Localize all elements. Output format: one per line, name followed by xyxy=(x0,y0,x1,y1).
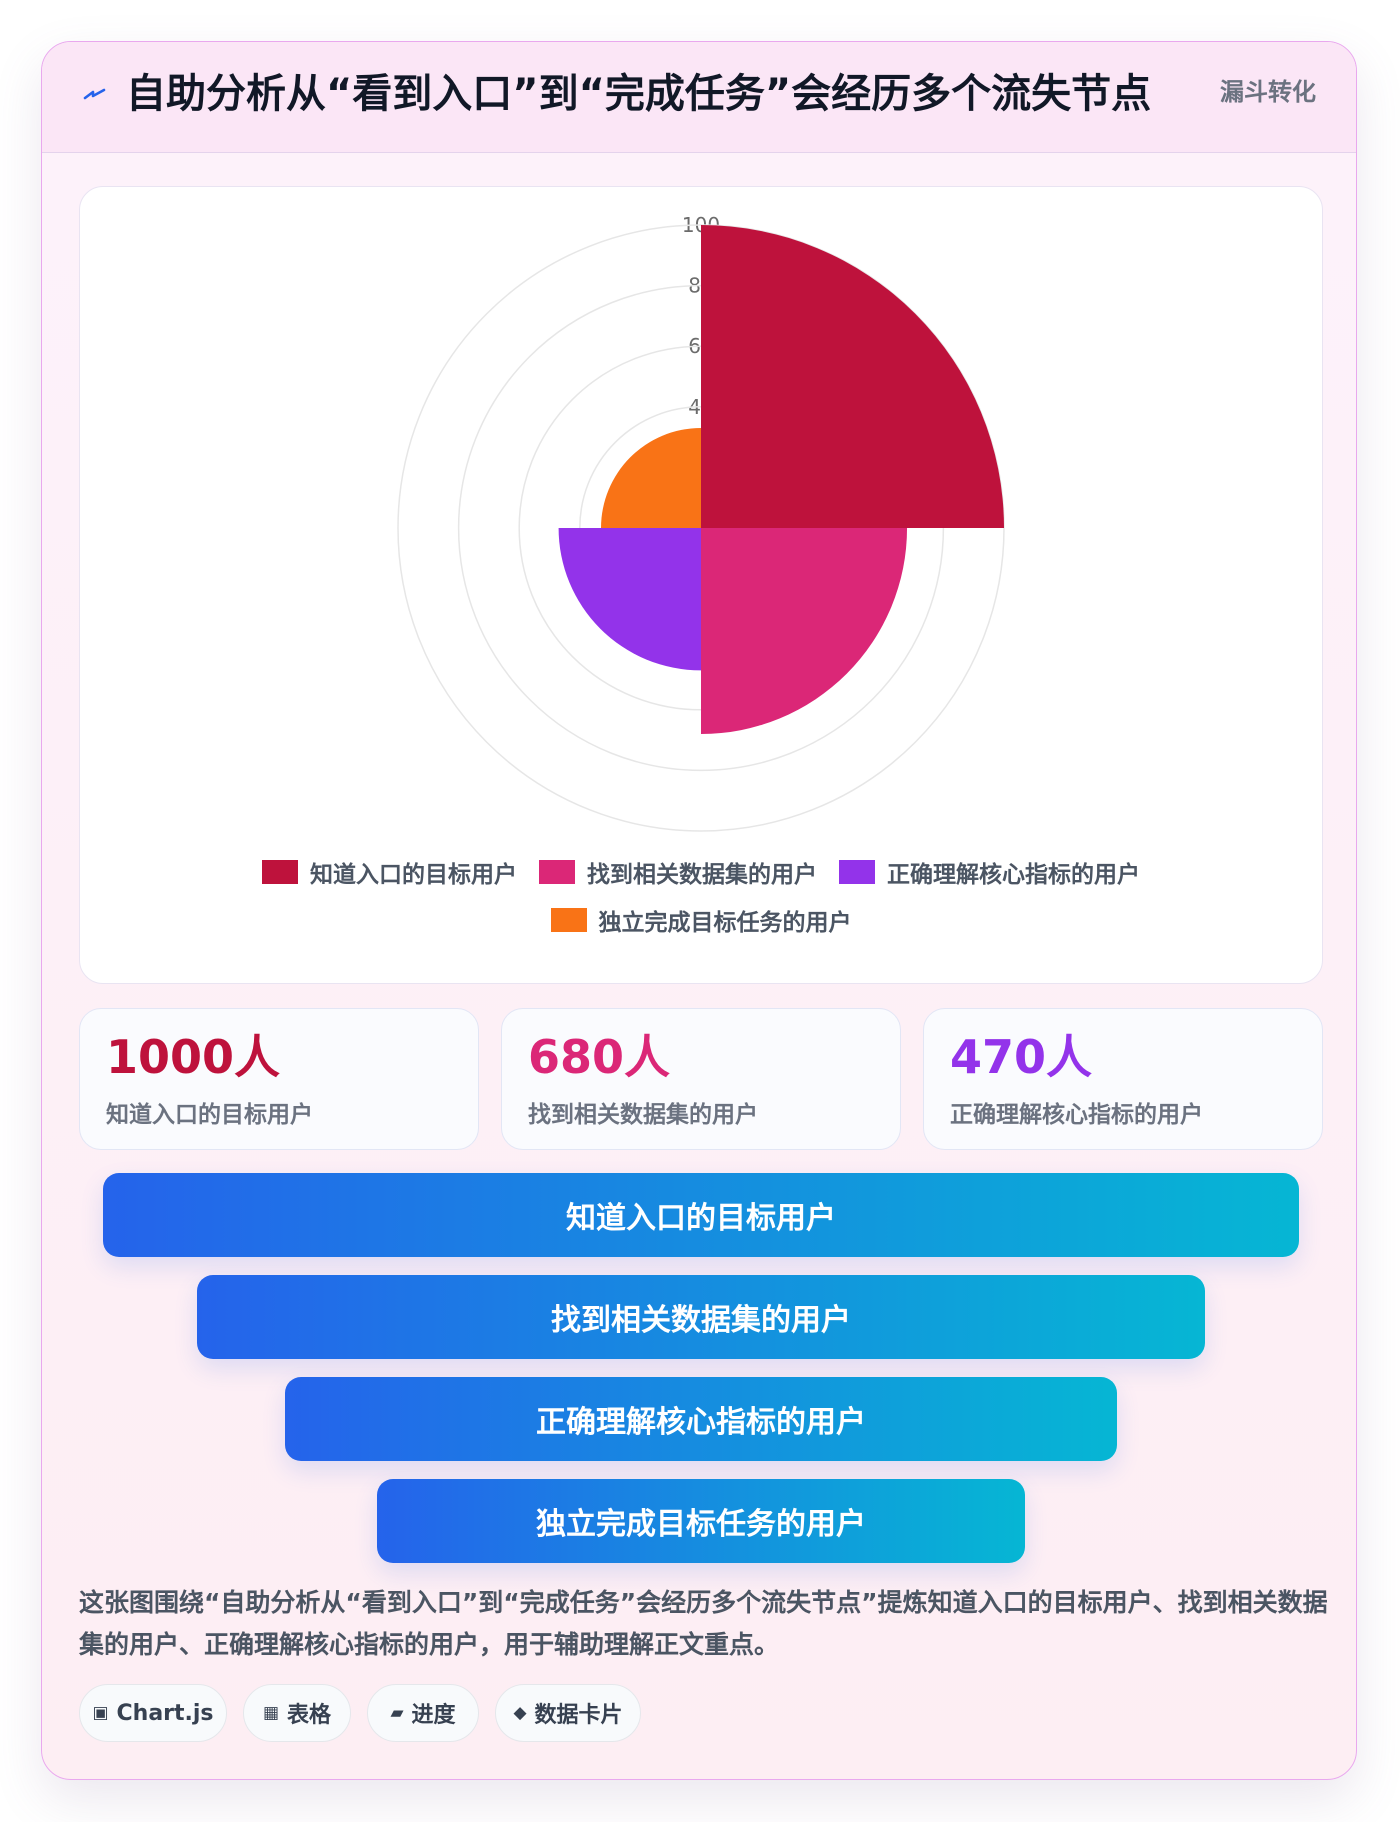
funnel-step-3: 正确理解核心指标的用户 xyxy=(285,1377,1117,1461)
content-card: 自助分析从“看到入口”到“完成任务”会经历多个流失节点 漏斗转化 4060801… xyxy=(41,41,1357,1780)
stat-cards: 1000人 知道入口的目标用户 680人 找到相关数据集的用户 470人 正确理… xyxy=(79,1008,1323,1150)
funnel-step-2: 找到相关数据集的用户 xyxy=(197,1275,1205,1359)
progress-icon: ▰ xyxy=(390,1703,404,1723)
chip-data-card[interactable]: ◆ 数据卡片 xyxy=(495,1684,641,1742)
polar-area-chart: 406080100 xyxy=(397,213,1005,832)
legend-item[interactable]: 正确理解核心指标的用户 xyxy=(839,855,1140,889)
legend-label: 正确理解核心指标的用户 xyxy=(887,862,1140,888)
stat-label: 正确理解核心指标的用户 xyxy=(950,1102,1203,1128)
stat-value: 680人 xyxy=(528,1030,671,1084)
polar-slice[interactable] xyxy=(558,528,701,671)
chip-chartjs[interactable]: ▣ Chart.js xyxy=(79,1684,227,1742)
chip-label: 表格 xyxy=(287,1703,332,1728)
legend-swatch xyxy=(839,860,875,884)
polar-slice[interactable] xyxy=(601,428,701,528)
stat-card: 680人 找到相关数据集的用户 xyxy=(501,1008,901,1150)
chart-legend: 知道入口的目标用户 找到相关数据集的用户 正确理解核心指标的用户独立完成目标任务的用… xyxy=(80,855,1322,937)
diamond-icon: ◆ xyxy=(513,1703,527,1723)
category-tag: 漏斗转化 xyxy=(1220,78,1316,106)
legend-swatch xyxy=(550,908,587,932)
stat-label: 知道入口的目标用户 xyxy=(106,1102,313,1128)
polar-slice[interactable] xyxy=(701,225,1004,528)
stat-value: 470人 xyxy=(950,1030,1093,1084)
chip-label: 数据卡片 xyxy=(534,1703,623,1728)
funnel-step-1: 知道入口的目标用户 xyxy=(103,1173,1299,1257)
polar-slice[interactable] xyxy=(701,528,908,735)
stat-card: 470人 正确理解核心指标的用户 xyxy=(923,1008,1323,1150)
chip-table[interactable]: ▦ 表格 xyxy=(243,1684,351,1742)
chip-label: 进度 xyxy=(411,1703,456,1728)
page-title: 自助分析从“看到入口”到“完成任务”会经历多个流失节点 xyxy=(126,71,1152,117)
lightning-icon xyxy=(83,88,106,100)
chart-panel: 406080100 知道入口的目标用户 找到相关数据集的用户 正确理解核心指标的用户… xyxy=(79,186,1323,984)
chip-progress[interactable]: ▰ 进度 xyxy=(367,1684,479,1742)
legend-item[interactable]: 知道入口的目标用户 xyxy=(262,855,517,889)
summary-text: 这张图围绕“自助分析从“看到入口”到“完成任务”会经历多个流失节点”提炼知道入口… xyxy=(79,1588,1328,1659)
legend-swatch xyxy=(539,860,575,884)
chip-label: Chart.js xyxy=(116,1700,214,1726)
chart-icon: ▣ xyxy=(92,1703,109,1723)
legend-label: 独立完成目标任务的用户 xyxy=(598,910,852,936)
stat-card: 1000人 知道入口的目标用户 xyxy=(79,1008,479,1150)
table-icon: ▦ xyxy=(262,1703,280,1723)
stat-label: 找到相关数据集的用户 xyxy=(528,1102,758,1128)
legend-item[interactable]: 独立完成目标任务的用户 xyxy=(550,903,852,937)
legend-item[interactable]: 找到相关数据集的用户 xyxy=(539,855,817,889)
legend-label: 知道入口的目标用户 xyxy=(310,862,517,888)
legend-swatch xyxy=(262,860,298,884)
funnel-step-4: 独立完成目标任务的用户 xyxy=(377,1479,1025,1563)
stat-value: 1000人 xyxy=(106,1030,281,1084)
card-header: 自助分析从“看到入口”到“完成任务”会经历多个流失节点 漏斗转化 xyxy=(42,42,1356,153)
legend-label: 找到相关数据集的用户 xyxy=(587,862,817,888)
